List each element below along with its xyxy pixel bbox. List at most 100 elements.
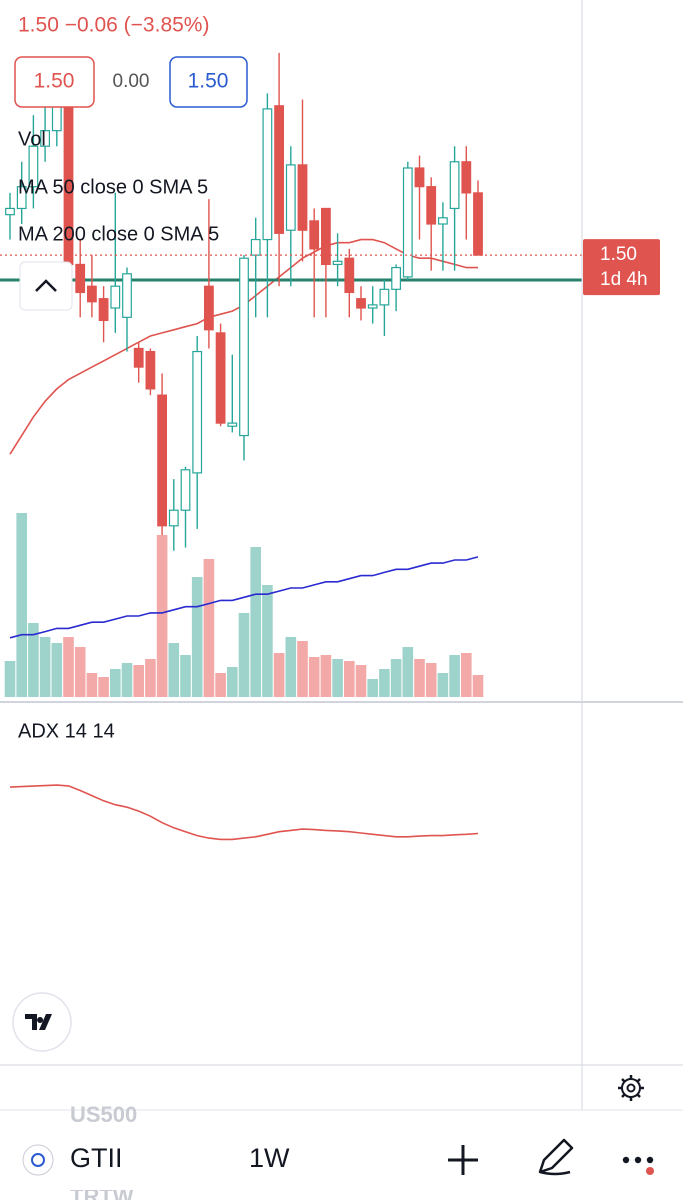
volume-bar	[390, 659, 402, 697]
volume-bar	[16, 513, 27, 697]
volume-bar	[121, 663, 133, 697]
interval[interactable]: 1W	[249, 1143, 290, 1173]
gear-teeth	[618, 1075, 644, 1101]
dot	[646, 1156, 654, 1164]
candle-body	[309, 220, 320, 250]
ohlc-box	[169, 56, 248, 108]
candle-body	[402, 167, 413, 278]
volume-bar	[472, 675, 484, 697]
volume-bar	[402, 647, 414, 697]
candle-body	[274, 105, 284, 234]
candle-body	[414, 167, 425, 188]
indicator-title[interactable]: ADX 14 14	[18, 720, 115, 742]
settings-button[interactable]	[618, 1075, 644, 1101]
candle-body	[297, 164, 308, 231]
candle-body	[133, 347, 144, 368]
volume-bar	[238, 613, 250, 697]
logo-mark	[25, 1014, 52, 1030]
axes: 1.50 1d 4h	[583, 239, 660, 296]
volume-bar	[227, 667, 238, 697]
volume-bar	[285, 637, 297, 697]
volume-bar	[191, 577, 203, 697]
candle-body	[285, 164, 296, 231]
volume-bar	[39, 637, 51, 697]
ohlc-value: 0.00	[113, 71, 150, 92]
ohlc-box	[14, 56, 95, 108]
candle-body	[250, 238, 261, 256]
candle-body	[40, 130, 50, 147]
more-button[interactable]	[622, 1156, 654, 1175]
candle-body	[379, 288, 390, 306]
ohlc-value: 1.50	[34, 70, 75, 93]
draw-button[interactable]	[538, 1138, 574, 1176]
line	[9, 556, 479, 639]
candle-body	[321, 207, 331, 266]
candle-body	[51, 105, 62, 132]
symbol[interactable]: GTII	[70, 1143, 123, 1173]
volume-bar	[461, 653, 472, 697]
plots	[0, 52, 582, 841]
candle-body	[5, 207, 15, 216]
collapse-button[interactable]	[19, 261, 73, 311]
dot	[634, 1156, 642, 1164]
candle-body	[426, 186, 437, 225]
legend-entry[interactable]: Vol	[18, 128, 46, 150]
candle-body	[75, 263, 86, 294]
volume-bar	[332, 659, 343, 697]
volume-bar	[250, 547, 261, 697]
candle-body	[239, 257, 249, 437]
candle-body	[449, 161, 460, 210]
candle-body	[461, 161, 472, 194]
candle-body	[473, 192, 483, 256]
pen-icon[interactable]	[538, 1138, 574, 1176]
candle-body	[157, 394, 168, 527]
line	[9, 784, 479, 841]
volume-bar	[4, 661, 16, 697]
candle-body	[86, 285, 97, 303]
volume-bar	[74, 647, 86, 697]
volume-bar	[379, 669, 390, 697]
collapse-button-bg[interactable]	[19, 261, 73, 311]
volume-bar	[262, 585, 273, 697]
volume-bar	[437, 673, 449, 697]
notification-dot	[646, 1167, 654, 1175]
gear-hub	[626, 1083, 636, 1093]
add-button[interactable]	[448, 1145, 478, 1175]
candle-body	[192, 350, 203, 474]
legend-entry[interactable]: MA 50 close 0 SMA 5	[18, 176, 208, 198]
volume-bar	[215, 673, 226, 697]
countdown: 1d 4h	[600, 269, 648, 290]
volume-bar	[414, 659, 425, 697]
legend-entry[interactable]: MA 200 close 0 SMA 5	[18, 223, 219, 245]
volume-bar	[203, 559, 215, 697]
candle-body	[356, 298, 366, 309]
volume-bar	[98, 677, 109, 697]
volume-bar	[86, 673, 98, 697]
logo[interactable]	[12, 992, 72, 1052]
chevron-up	[35, 279, 57, 292]
candle-body	[367, 304, 378, 309]
candle-body	[262, 108, 273, 241]
volume-bar	[367, 679, 378, 697]
candle-body	[215, 332, 226, 424]
dot	[622, 1156, 630, 1164]
candle-body	[16, 186, 27, 210]
symbol-icon-mark	[31, 1153, 45, 1167]
volume-bar	[449, 655, 460, 697]
candle-body	[98, 298, 109, 322]
symbol-icon[interactable]	[22, 1144, 54, 1176]
last-price-badge	[583, 239, 660, 296]
volume-bar	[168, 643, 180, 697]
volume-bar	[28, 623, 39, 697]
candle-body	[204, 285, 214, 331]
candle-body	[391, 266, 401, 290]
volume-bar	[355, 665, 367, 697]
volume-bar	[63, 637, 74, 697]
volume-bar	[180, 655, 191, 697]
volume-bar	[297, 641, 308, 697]
volume-bar	[133, 665, 144, 697]
volume-bar	[156, 535, 168, 697]
candle-body	[122, 273, 132, 318]
